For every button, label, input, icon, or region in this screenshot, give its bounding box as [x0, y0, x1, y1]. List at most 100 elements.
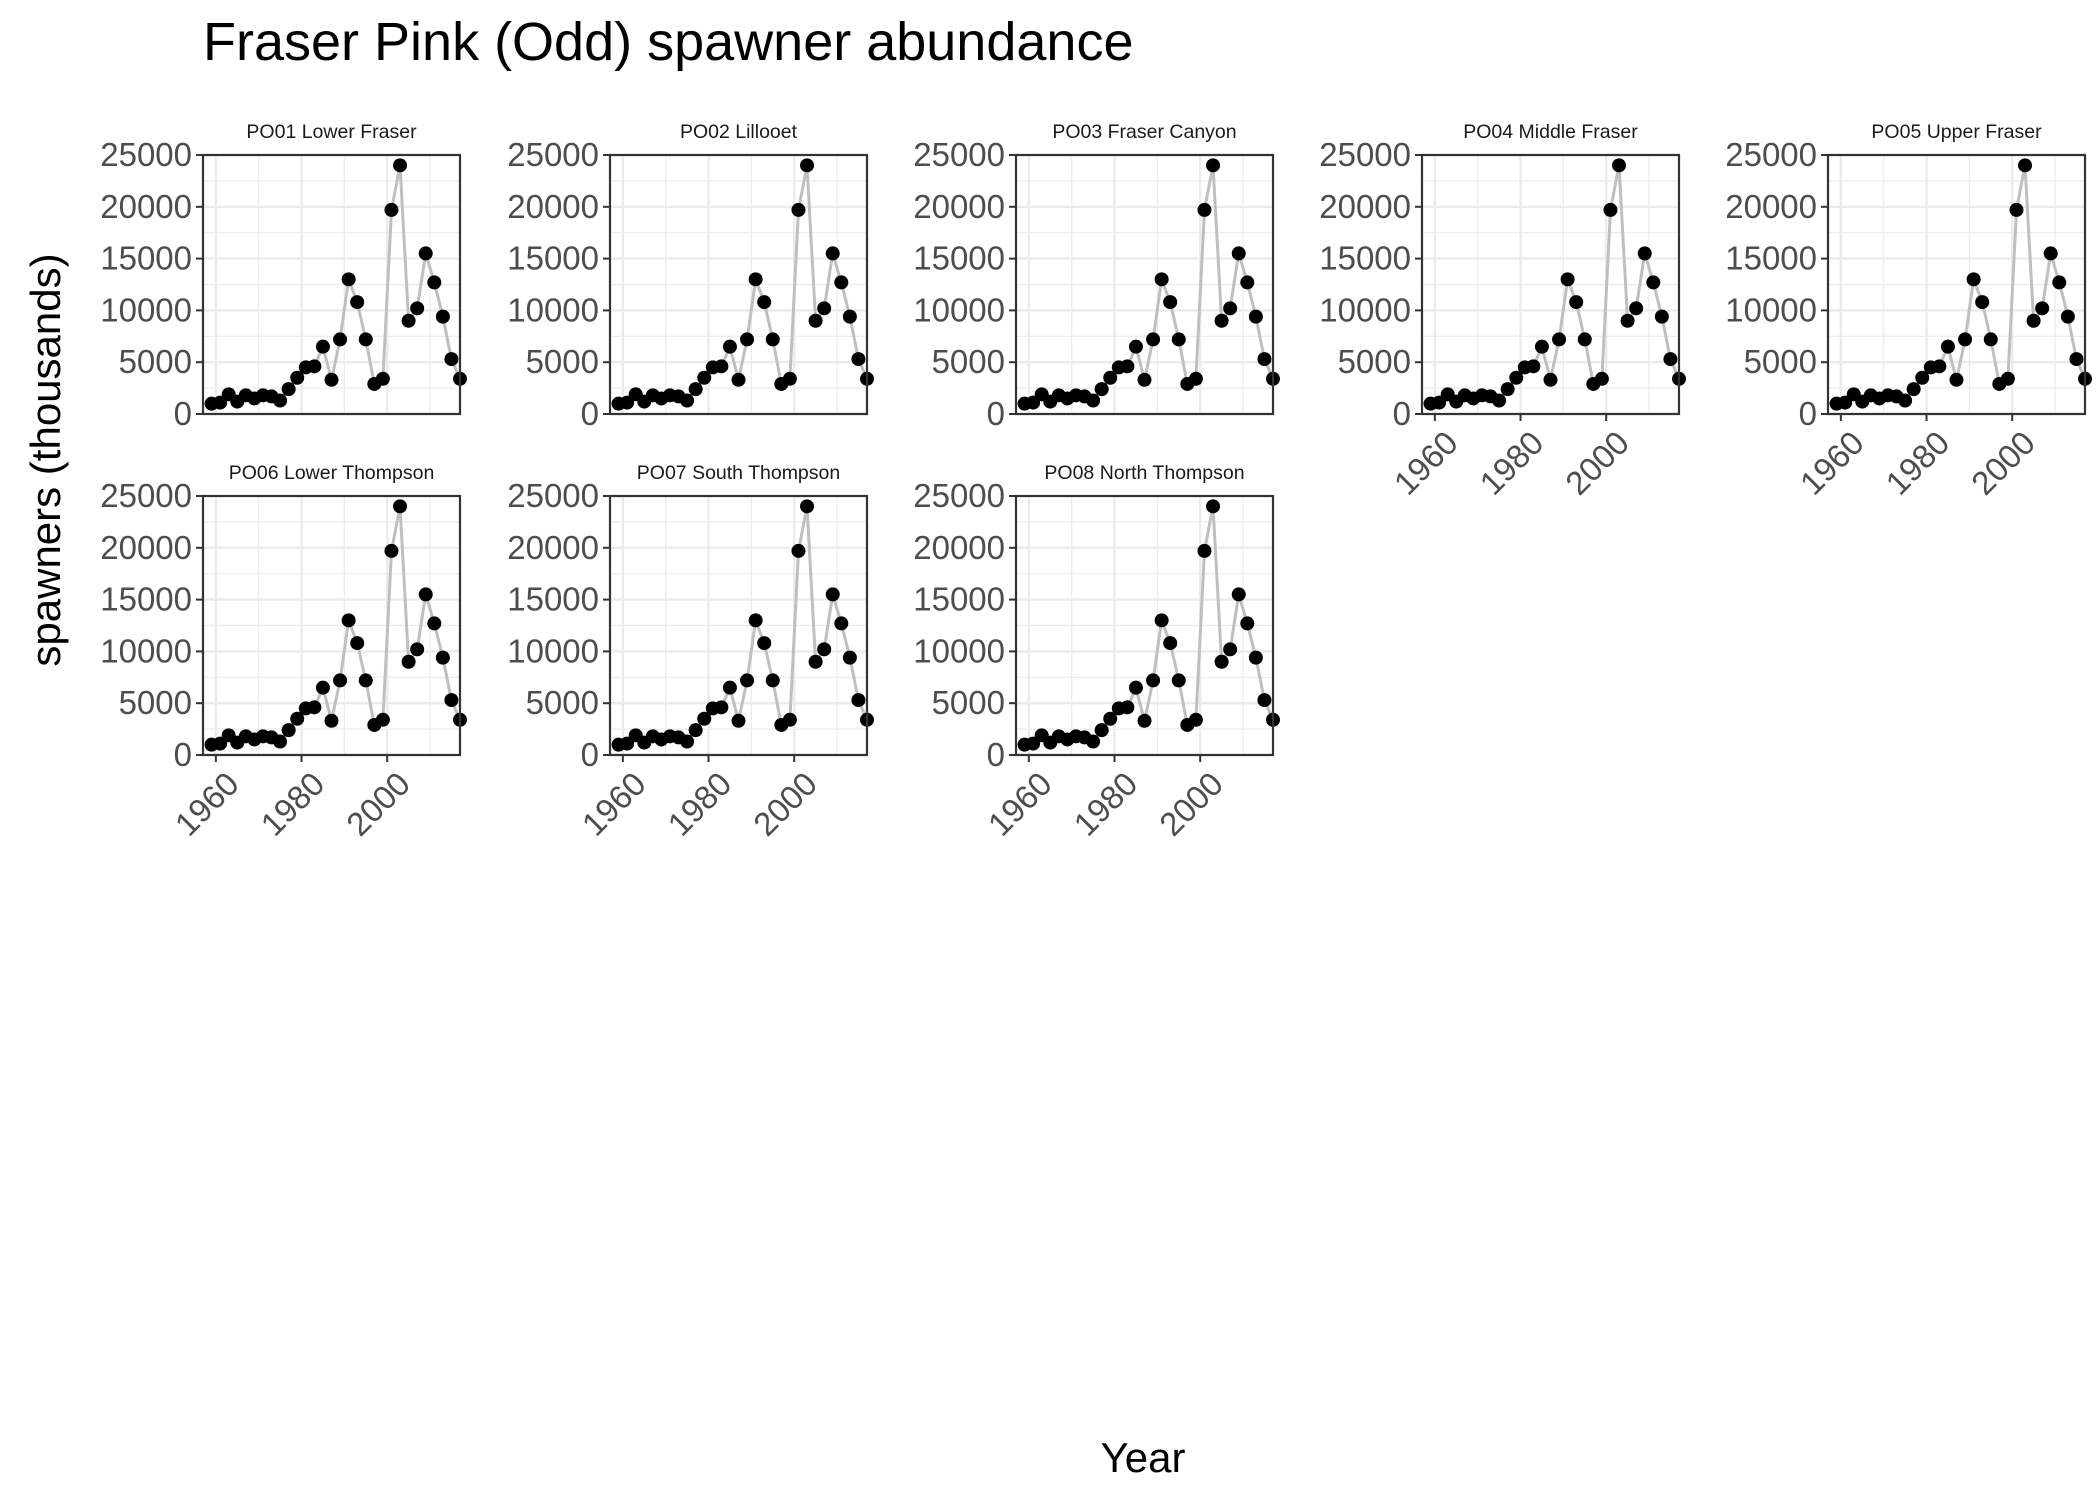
data-point — [1637, 246, 1652, 261]
data-point — [808, 654, 823, 669]
data-point — [748, 272, 763, 287]
data-point — [1663, 352, 1678, 367]
data-point — [418, 587, 433, 602]
y-tick-label: 20000 — [507, 529, 599, 566]
y-tick-label: 15000 — [100, 240, 192, 277]
data-point — [1128, 339, 1143, 354]
panel: PO03 Fraser Canyon 0 5000 10000 15000 20000 25… — [913, 121, 1280, 432]
y-tick-label: 10000 — [1319, 291, 1411, 328]
data-point — [825, 587, 840, 602]
data-point — [410, 642, 425, 657]
data-point — [1898, 393, 1913, 408]
data-point — [341, 613, 356, 628]
data-point — [1248, 650, 1263, 665]
data-point — [1214, 654, 1229, 669]
data-point — [1629, 301, 1644, 316]
y-tick-label: 20000 — [100, 529, 192, 566]
x-tick-label: 1980 — [1878, 424, 1956, 502]
data-point — [1654, 309, 1669, 324]
data-point — [315, 339, 330, 354]
panel-border — [608, 153, 869, 416]
data-point — [842, 650, 857, 665]
data-point — [680, 734, 695, 749]
x-axis-title: Year — [1101, 1434, 1186, 1481]
data-point — [1103, 370, 1118, 385]
data-point — [791, 543, 806, 558]
data-point — [1594, 371, 1609, 386]
data-point — [418, 246, 433, 261]
y-tick-label: 10000 — [100, 632, 192, 669]
y-tick-label: 25000 — [100, 136, 192, 173]
data-point — [1197, 543, 1212, 558]
data-point — [2069, 352, 2084, 367]
data-point — [1543, 372, 1558, 387]
panel-title: PO06 Lower Thompson — [229, 462, 435, 484]
data-point — [393, 499, 408, 514]
panel-title: PO04 Middle Fraser — [1463, 121, 1638, 143]
panel-border — [1014, 153, 1275, 416]
panel-border — [608, 494, 869, 757]
data-point — [688, 723, 703, 738]
data-point — [341, 272, 356, 287]
data-point — [2060, 309, 2075, 324]
data-point — [350, 636, 365, 651]
data-point — [1163, 636, 1178, 651]
panel-title: PO08 North Thompson — [1044, 462, 1244, 484]
y-tick-label: 25000 — [913, 477, 1005, 514]
data-point — [333, 332, 348, 347]
data-point — [1154, 613, 1169, 628]
y-tick-label: 10000 — [507, 632, 599, 669]
y-tick-label: 25000 — [1725, 136, 1817, 173]
data-point — [1231, 587, 1246, 602]
data-point — [1120, 700, 1135, 715]
data-point — [740, 673, 755, 688]
panel: PO07 South Thompson 0 5000 10000 15000 20000 2… — [507, 462, 874, 843]
data-point — [1569, 295, 1584, 310]
data-point — [1577, 332, 1592, 347]
data-point — [765, 332, 780, 347]
data-point — [393, 158, 408, 173]
data-point — [324, 372, 339, 387]
data-point — [427, 616, 442, 631]
y-tick-label: 0 — [987, 395, 1005, 432]
x-tick-label: 1980 — [660, 765, 738, 843]
data-point — [731, 713, 746, 728]
data-point — [444, 693, 459, 708]
x-tick-label: 2000 — [1964, 424, 2042, 502]
x-tick-label: 1980 — [1472, 424, 1550, 502]
data-point — [281, 723, 296, 738]
data-point — [1257, 693, 1272, 708]
y-tick-label: 0 — [174, 395, 192, 432]
y-axis-title: spawners (thousands) — [22, 253, 69, 666]
x-tick-label: 1980 — [253, 765, 331, 843]
data-point — [731, 372, 746, 387]
panel-border — [201, 153, 462, 416]
data-point — [1197, 202, 1212, 217]
data-point — [1560, 272, 1575, 287]
y-tick-label: 20000 — [507, 188, 599, 225]
data-point — [765, 673, 780, 688]
data-point — [1620, 313, 1635, 328]
x-tick-label: 2000 — [1152, 765, 1230, 843]
data-point — [333, 673, 348, 688]
panel-border — [1826, 153, 2087, 416]
data-point — [1932, 359, 1947, 374]
x-tick-label: 1980 — [1066, 765, 1144, 843]
panel-title: PO07 South Thompson — [637, 462, 840, 484]
data-point — [791, 202, 806, 217]
data-point — [842, 309, 857, 324]
data-point — [722, 680, 737, 695]
y-tick-label: 15000 — [1319, 240, 1411, 277]
panel-border — [201, 494, 462, 757]
y-tick-label: 5000 — [932, 343, 1005, 380]
x-tick-label: 1960 — [981, 765, 1059, 843]
panel: PO01 Lower Fraser 0 5000 10000 15000 20000 250… — [100, 121, 467, 432]
data-point — [757, 295, 772, 310]
data-point — [2026, 313, 2041, 328]
data-point — [1492, 393, 1507, 408]
data-point — [1188, 371, 1203, 386]
data-point — [851, 693, 866, 708]
data-point — [2052, 275, 2067, 290]
data-point — [680, 393, 695, 408]
data-point — [2035, 301, 2050, 316]
